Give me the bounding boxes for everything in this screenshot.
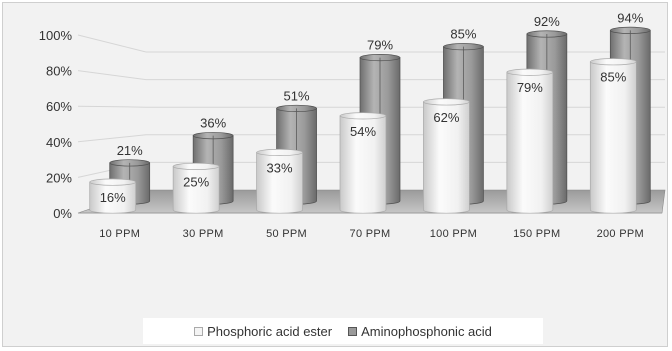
y-tick-label: 80% — [46, 64, 72, 79]
y-tick-label: 20% — [46, 170, 72, 185]
y-tick-label: 100% — [39, 28, 73, 43]
x-tick-label: 100 PPM — [430, 228, 477, 240]
legend-swatch-series-1 — [194, 326, 204, 336]
chart-legend: Phosphoric acid ester Aminophosphonic ac… — [143, 318, 543, 344]
data-label-aminophosphonic: 94% — [617, 10, 643, 25]
bar-phosphoric — [506, 71, 554, 214]
gridline-slant — [77, 34, 147, 53]
data-label-phosphoric: 16% — [100, 190, 126, 205]
data-label-aminophosphonic: 36% — [200, 116, 226, 131]
x-tick-label: 30 PPM — [183, 228, 224, 240]
x-tick-label: 150 PPM — [513, 228, 560, 240]
bar-phosphoric-top — [172, 162, 220, 170]
x-tick-label: 10 PPM — [99, 228, 140, 240]
data-label-phosphoric: 25% — [183, 174, 209, 189]
bar-phosphoric-top — [339, 112, 387, 120]
bar-phosphoric — [172, 166, 220, 214]
bar-phosphoric — [256, 152, 303, 214]
data-label-phosphoric: 54% — [350, 124, 376, 139]
bar-phosphoric — [423, 101, 470, 214]
data-label-phosphoric: 85% — [600, 70, 626, 85]
bar-phosphoric — [89, 181, 137, 214]
y-tick-label: 40% — [46, 135, 72, 150]
y-tick-label: 60% — [46, 99, 72, 114]
data-label-aminophosphonic: 51% — [284, 88, 310, 103]
gridline-slant — [77, 105, 147, 108]
x-tick-label: 50 PPM — [266, 228, 307, 240]
bar-phosphoric — [589, 61, 637, 214]
data-label-phosphoric: 62% — [433, 110, 459, 125]
legend-label-series-1: Phosphoric acid ester — [207, 323, 333, 339]
x-tick-label: 200 PPM — [597, 228, 644, 240]
gridline-slant — [77, 134, 147, 143]
legend-swatch-series-2 — [348, 326, 358, 336]
bar-phosphoric-top — [89, 178, 137, 186]
data-label-aminophosphonic: 92% — [534, 14, 560, 29]
x-tick-label: 70 PPM — [350, 228, 391, 240]
bar-phosphoric — [339, 115, 387, 214]
data-label-aminophosphonic: 21% — [117, 143, 143, 158]
bar-phosphoric-top — [256, 148, 303, 156]
bar-phosphoric-top — [506, 68, 554, 76]
legend-item-series-2: Aminophosphonic acid — [348, 324, 492, 339]
legend-item-series-1: Phosphoric acid ester — [194, 324, 332, 339]
data-label-aminophosphonic: 79% — [367, 38, 393, 53]
y-tick-label: 0% — [53, 206, 72, 221]
bar-phosphoric-top — [589, 58, 637, 66]
legend-label-series-2: Aminophosphonic acid — [361, 323, 492, 339]
bar-phosphoric-top — [423, 98, 470, 106]
data-label-aminophosphonic: 85% — [450, 27, 476, 42]
data-label-phosphoric: 33% — [267, 160, 293, 175]
data-label-phosphoric: 79% — [517, 80, 543, 95]
gridline-slant — [77, 70, 147, 81]
